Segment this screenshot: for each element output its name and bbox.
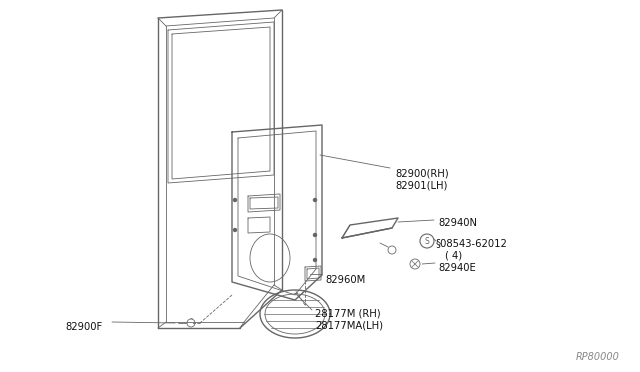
Text: 82900F: 82900F — [65, 322, 102, 332]
Circle shape — [314, 199, 317, 202]
Text: S: S — [424, 237, 429, 246]
Text: 28177MA(LH): 28177MA(LH) — [315, 320, 383, 330]
Text: 82960M: 82960M — [325, 275, 365, 285]
Text: RP80000: RP80000 — [576, 352, 620, 362]
Text: 82900(RH): 82900(RH) — [395, 168, 449, 178]
Circle shape — [234, 228, 237, 231]
Text: §08543-62012: §08543-62012 — [435, 238, 507, 248]
Circle shape — [314, 234, 317, 237]
Circle shape — [314, 259, 317, 262]
Text: 28177M (RH): 28177M (RH) — [315, 308, 381, 318]
Circle shape — [234, 199, 237, 202]
Text: ( 4): ( 4) — [445, 250, 462, 260]
Text: 82940N: 82940N — [438, 218, 477, 228]
Text: 82940E: 82940E — [438, 263, 476, 273]
Text: 82901(LH): 82901(LH) — [395, 180, 447, 190]
